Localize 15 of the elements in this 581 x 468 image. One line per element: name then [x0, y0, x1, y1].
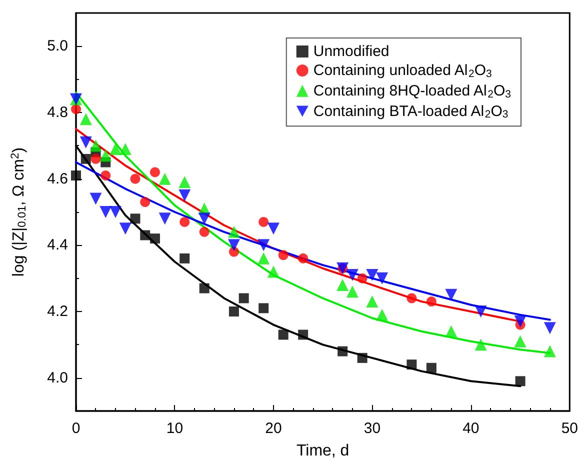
x-tick-label: 30 — [364, 420, 381, 437]
legend-label: Unmodified — [313, 43, 390, 60]
x-tick-label: 20 — [265, 420, 282, 437]
y-tick-label: 5.0 — [47, 38, 68, 55]
y-tick-label: 4.0 — [47, 369, 68, 386]
y-tick-label: 4.4 — [47, 236, 68, 254]
y-tick-label: 4.2 — [47, 303, 68, 320]
x-tick-label: 50 — [561, 420, 578, 437]
x-tick-label: 10 — [166, 420, 184, 437]
y-tick-label: 4.6 — [47, 170, 68, 188]
x-tick-label: 40 — [462, 420, 480, 437]
x-axis-title: Time, d — [296, 442, 350, 460]
y-tick-label: 4.8 — [47, 104, 68, 121]
y-axis-title: log (|Z|0.01, Ω cm2) — [9, 147, 28, 277]
x-tick-label: 0 — [72, 420, 80, 437]
